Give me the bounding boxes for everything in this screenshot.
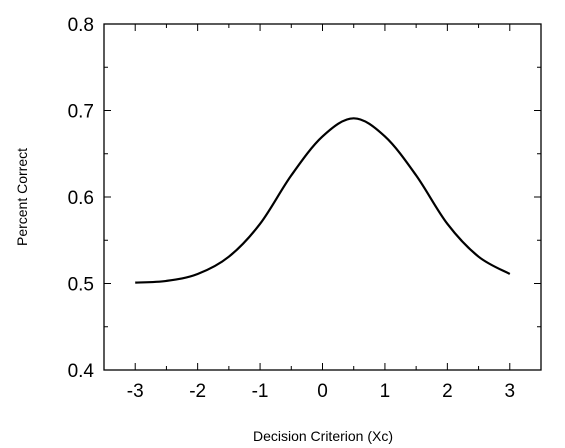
series-line (135, 117, 511, 284)
x-tick-label: 0 (317, 381, 328, 402)
y-tick-label: 0.8 (68, 15, 94, 36)
x-axis-title: Decision Criterion (Xc) (253, 428, 393, 444)
x-tick-label: -2 (189, 381, 206, 402)
x-tick-label: -3 (127, 381, 144, 402)
x-tick-label: 2 (442, 381, 453, 402)
axis-ticks (103, 23, 542, 371)
x-tick-label: -1 (252, 381, 269, 402)
y-tick-label: 0.7 (68, 102, 94, 123)
x-tick-labels: -3 -2 -1 0 1 2 3 (127, 381, 515, 402)
x-tick-label: 1 (380, 381, 391, 402)
y-axis-title: Percent Correct (14, 148, 30, 246)
x-tick-label: 3 (504, 381, 515, 402)
y-tick-label: 0.6 (68, 188, 94, 209)
y-tick-labels: 0.4 0.5 0.6 0.7 0.8 (68, 15, 95, 382)
y-tick-label: 0.5 (68, 275, 94, 296)
plot-frame (103, 23, 542, 371)
y-tick-label: 0.4 (68, 361, 95, 382)
